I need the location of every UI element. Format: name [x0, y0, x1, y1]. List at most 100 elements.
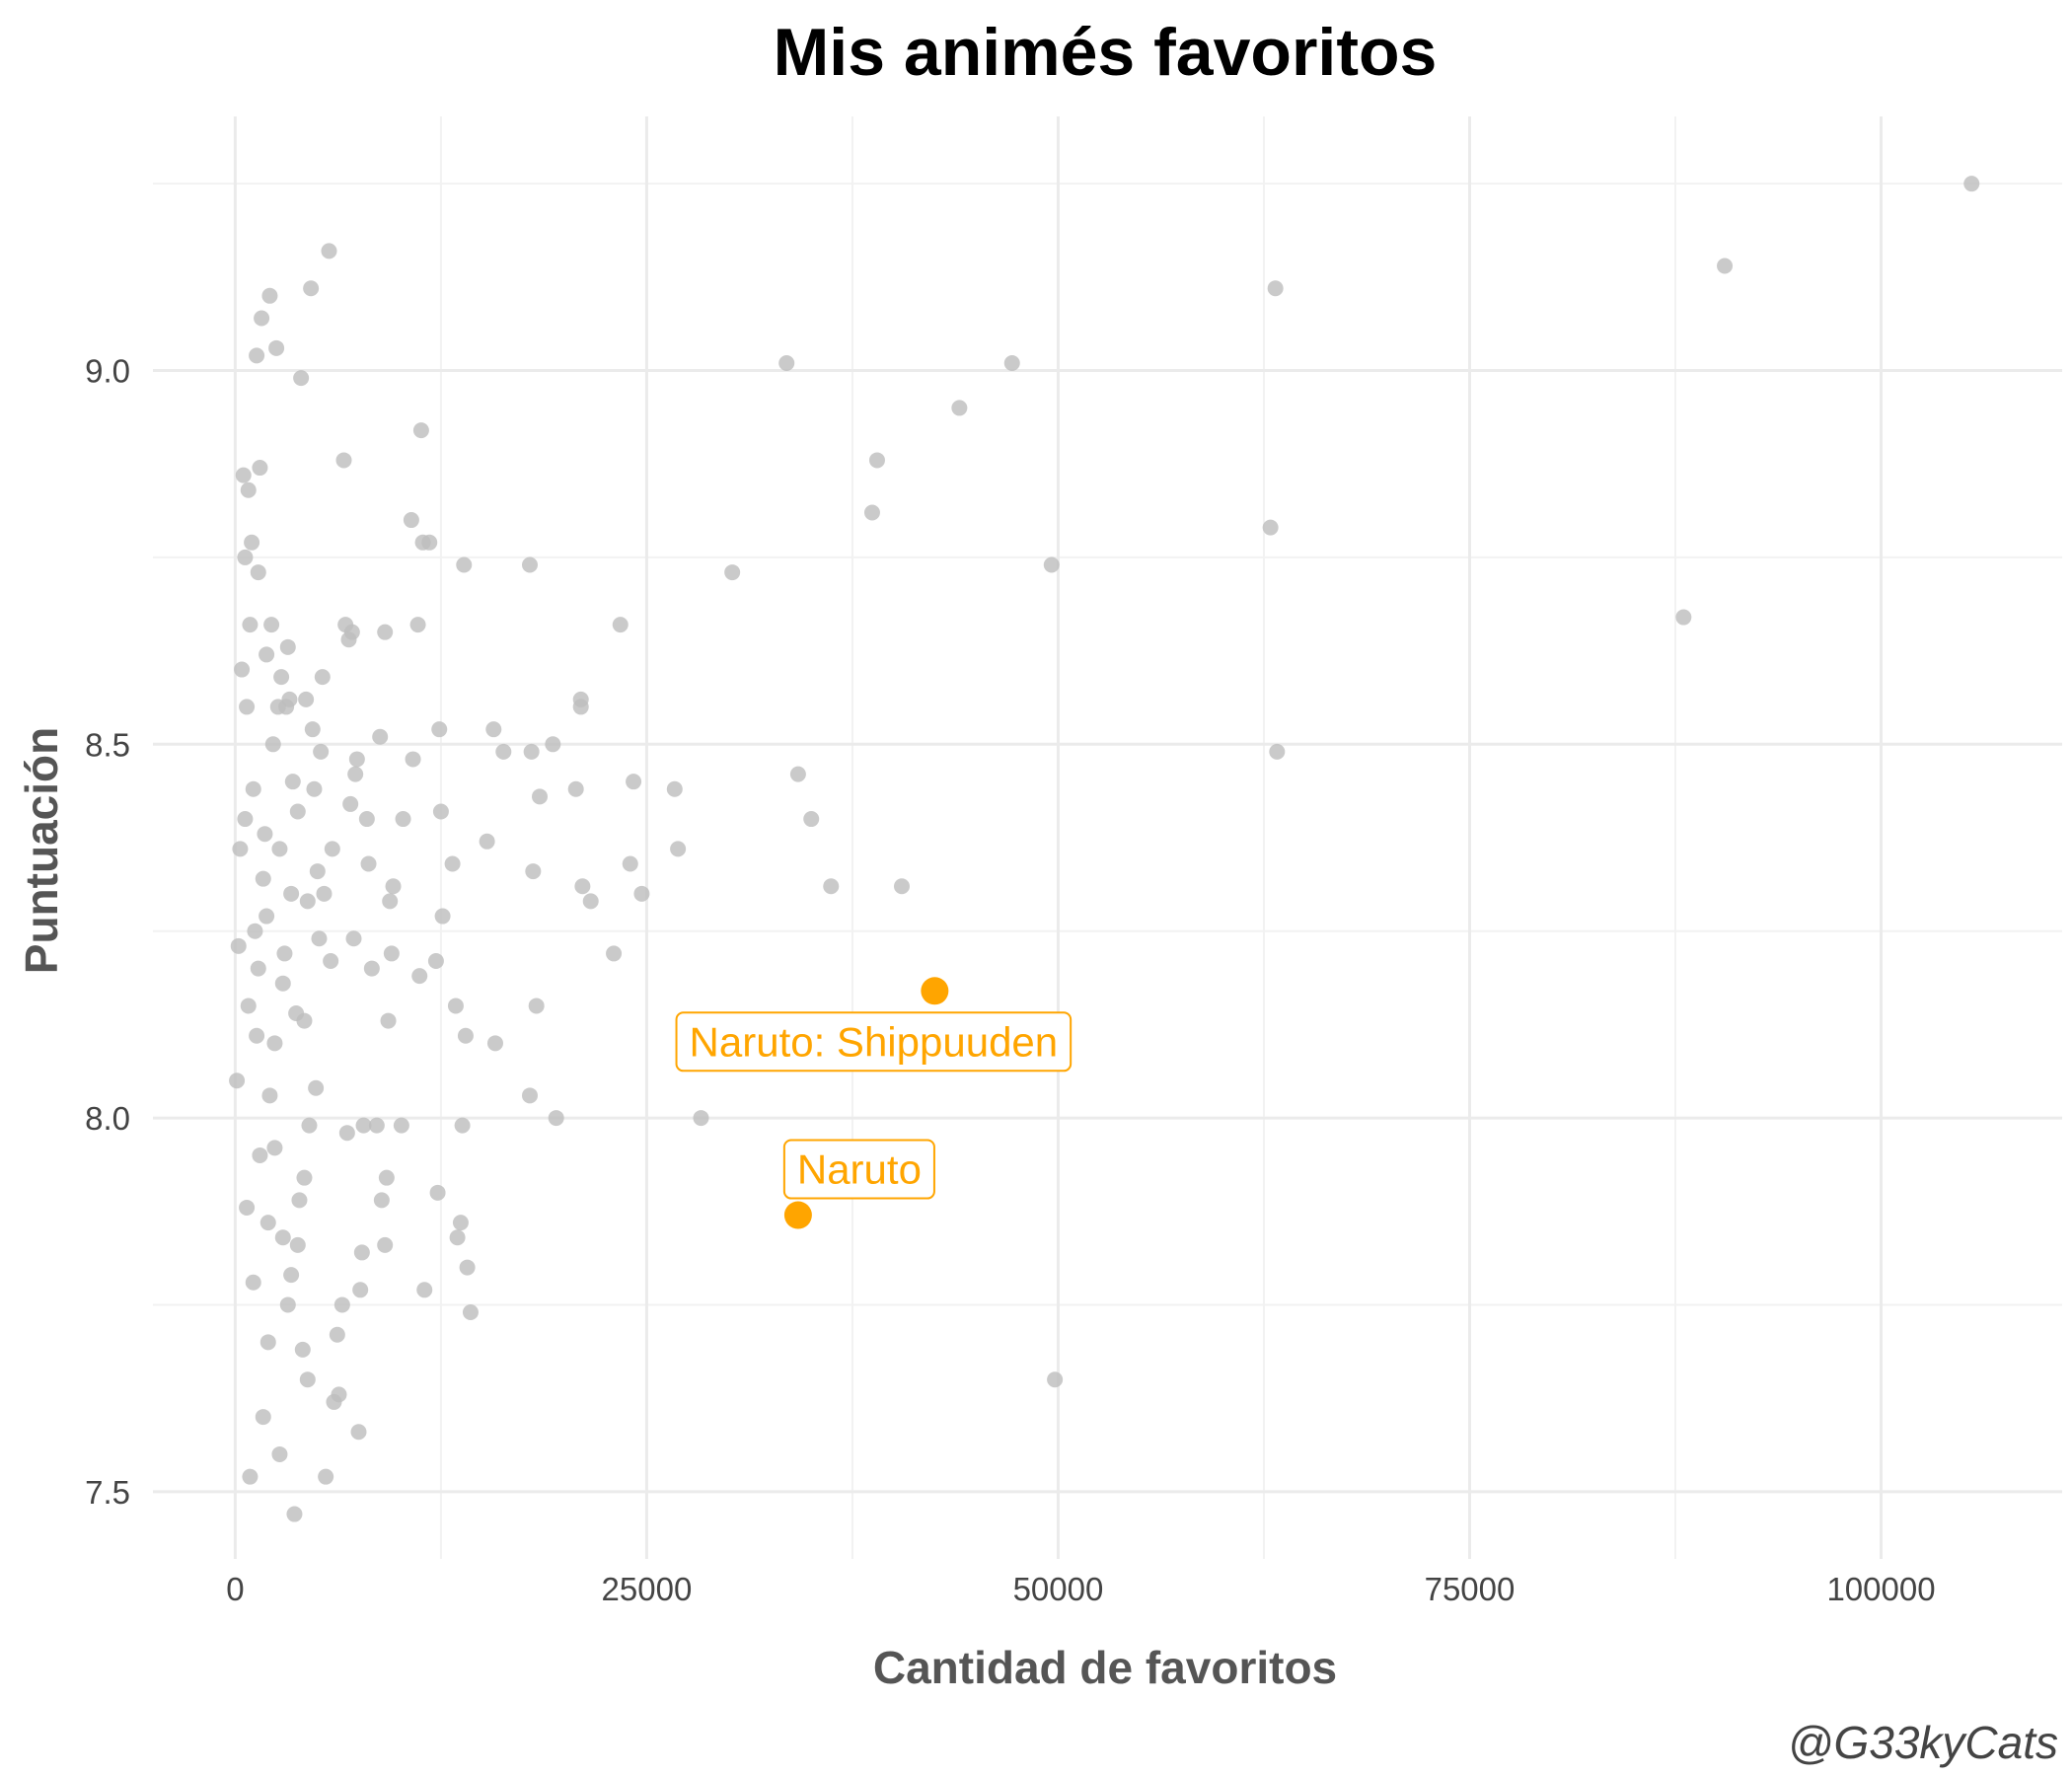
data-point: [360, 855, 377, 872]
y-tick-label: 7.5: [85, 1474, 130, 1511]
data-point: [304, 721, 321, 738]
data-point: [314, 669, 331, 686]
data-point: [235, 467, 252, 483]
data-point: [318, 1468, 334, 1485]
data-point: [778, 354, 795, 371]
data-point: [612, 617, 629, 633]
data-point: [377, 1236, 394, 1253]
data-point: [255, 1409, 271, 1426]
data-point: [528, 998, 545, 1014]
y-tick-label: 9.0: [85, 353, 130, 390]
data-point: [449, 1229, 466, 1246]
data-point: [273, 669, 290, 686]
data-point: [380, 1012, 397, 1029]
data-point: [279, 638, 296, 655]
data-point: [462, 1304, 479, 1321]
data-point: [393, 1117, 409, 1134]
data-point: [1262, 519, 1279, 536]
x-tick-label: 100000: [1826, 1571, 1935, 1607]
data-point: [242, 617, 259, 633]
data-point: [666, 780, 683, 797]
data-point: [893, 878, 910, 895]
data-point: [245, 780, 261, 797]
data-point: [240, 481, 257, 498]
data-point: [459, 1259, 476, 1276]
data-point: [429, 1184, 446, 1201]
data-point: [321, 243, 337, 259]
data-point: [1269, 743, 1286, 760]
data-point: [412, 422, 429, 439]
data-point: [521, 556, 538, 573]
data-point: [323, 952, 339, 969]
data-point: [521, 1087, 538, 1104]
data-point: [276, 945, 293, 962]
y-axis-title: Puntuación: [16, 727, 67, 974]
y-tick-label: 8.5: [85, 726, 130, 763]
data-point: [306, 780, 323, 797]
data-point: [348, 751, 365, 768]
data-point: [239, 699, 256, 715]
data-point: [229, 1073, 246, 1089]
data-point: [378, 1169, 395, 1186]
highlight-point: [921, 977, 949, 1005]
data-point: [350, 1424, 367, 1441]
data-point: [347, 766, 364, 782]
data-point: [279, 1296, 296, 1313]
x-axis-title: Cantidad de favoritos: [873, 1642, 1337, 1693]
data-point: [353, 1244, 370, 1261]
data-point: [296, 1169, 313, 1186]
data-point: [525, 863, 542, 880]
data-point: [434, 908, 451, 925]
data-point: [266, 1035, 283, 1052]
data-point: [951, 400, 968, 416]
data-point: [405, 751, 421, 768]
data-point: [337, 617, 354, 633]
data-point: [345, 930, 362, 947]
data-point: [1717, 258, 1734, 274]
data-point: [257, 826, 273, 843]
data-point: [286, 1506, 303, 1522]
data-point: [249, 1027, 265, 1044]
data-point: [289, 1236, 306, 1253]
data-point: [239, 1199, 256, 1216]
data-point: [308, 1079, 325, 1096]
data-point: [823, 878, 840, 895]
data-point: [240, 998, 257, 1014]
data-point: [338, 1125, 355, 1142]
data-point: [414, 534, 431, 551]
data-point: [1267, 280, 1284, 297]
data-point: [333, 1296, 350, 1313]
data-point: [868, 452, 885, 469]
data-point: [316, 885, 333, 902]
data-point: [274, 975, 291, 992]
x-tick-label: 0: [226, 1571, 244, 1607]
data-point: [249, 347, 265, 364]
data-point: [261, 1087, 278, 1104]
data-point: [289, 803, 306, 820]
highlight-label-box: [782, 1139, 935, 1200]
highlight-label: Naruto: Shippuuden: [690, 1018, 1059, 1065]
data-point: [298, 691, 315, 707]
data-point: [574, 878, 591, 895]
data-point: [268, 339, 285, 356]
x-tick-label: 75000: [1425, 1571, 1516, 1607]
data-point: [259, 908, 275, 925]
data-point: [250, 564, 266, 581]
data-point: [416, 1282, 433, 1298]
data-point: [326, 1393, 342, 1410]
data-point: [411, 968, 428, 985]
data-point: [237, 811, 254, 828]
data-point: [383, 945, 400, 962]
caption: @G33kyCats: [1788, 1717, 2058, 1768]
data-point: [299, 1371, 316, 1388]
data-point: [324, 841, 340, 857]
data-point: [309, 863, 326, 880]
data-point: [313, 743, 330, 760]
data-point: [303, 280, 320, 297]
data-point: [242, 1468, 259, 1485]
data-point: [479, 833, 495, 850]
data-point: [250, 960, 266, 977]
data-point: [377, 624, 394, 640]
data-point: [264, 736, 281, 753]
data-point: [284, 774, 301, 790]
